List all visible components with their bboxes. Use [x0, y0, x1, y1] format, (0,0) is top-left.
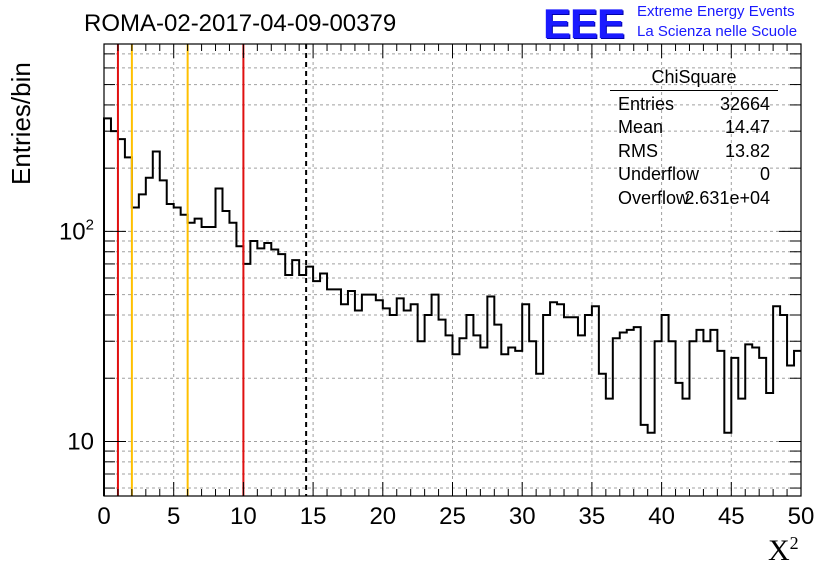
- chart-title: ROMA-02-2017-04-09-00379: [84, 10, 397, 37]
- x-tick-label: 45: [718, 503, 745, 530]
- y-tick-label: 102: [59, 216, 94, 245]
- y-tick-label-exponent: 2: [86, 216, 94, 233]
- stats-value: 0: [759, 164, 770, 184]
- x-axis-label: X2: [768, 533, 799, 568]
- x-axis-label-sup: 2: [789, 533, 799, 553]
- x-tick-label: 30: [509, 503, 536, 530]
- x-tick-label: 40: [648, 503, 675, 530]
- stats-key: Entries: [618, 93, 675, 114]
- stats-box: ChiSquare Entries 32664 Mean 14.47 RMS 13.8…: [610, 66, 778, 210]
- stats-key: Underflow: [618, 164, 700, 184]
- x-tick-label: 25: [439, 503, 466, 530]
- stats-value: 2.631e+04: [684, 187, 770, 208]
- x-tick-label: 0: [97, 503, 110, 530]
- eee-logo: EEE: [543, 0, 625, 47]
- stats-row-entries: Entries 32664: [610, 93, 778, 117]
- stats-row-rms: RMS 13.82: [610, 140, 778, 164]
- stats-value: 14.47: [724, 117, 770, 137]
- x-tick-label: 20: [369, 503, 396, 530]
- stats-title: ChiSquare: [610, 66, 778, 91]
- y-axis-label: Entries/bin: [6, 62, 36, 185]
- stats-key: Mean: [618, 117, 664, 137]
- x-tick-label: 15: [300, 503, 327, 530]
- x-tick-label: 35: [579, 503, 606, 530]
- stats-value: 13.82: [724, 140, 770, 161]
- x-axis-label-base: X: [768, 534, 790, 567]
- stats-row-underflow: Underflow 0: [610, 163, 778, 187]
- y-tick-label: 10: [67, 428, 94, 455]
- stats-key: Overflow: [618, 187, 690, 208]
- stats-key: RMS: [618, 140, 658, 161]
- logo-line-2: La Scienza nelle Scuole: [637, 23, 798, 40]
- histogram-series: [103, 117, 801, 496]
- stats-row-overflow: Overflow 2.631e+04: [610, 187, 778, 211]
- stats-row-mean: Mean 14.47: [610, 116, 778, 140]
- logo-caption: Extreme Energy Events La Scienza nelle S…: [637, 2, 797, 42]
- x-tick-label: 50: [788, 503, 815, 530]
- stats-value: 32664: [719, 93, 770, 114]
- logo-line-1: Extreme Energy Events: [637, 3, 795, 20]
- x-tick-label: 10: [230, 503, 257, 530]
- x-tick-label: 5: [167, 503, 180, 530]
